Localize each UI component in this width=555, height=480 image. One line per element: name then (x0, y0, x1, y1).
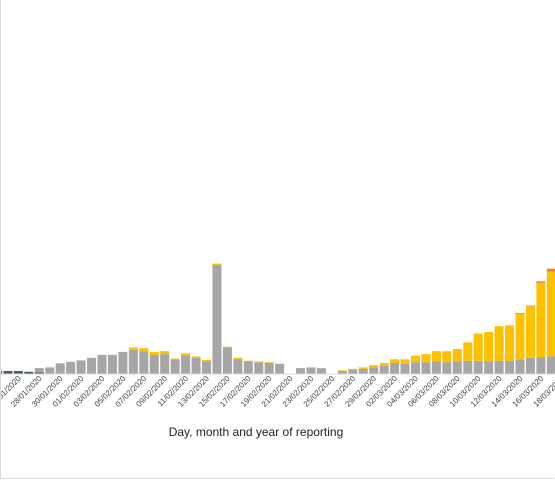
bar-segment (546, 268, 555, 272)
bar-segment (181, 353, 191, 356)
bar-segment (421, 354, 431, 363)
bar-segment (222, 346, 232, 348)
bar-segment (546, 271, 555, 357)
bar-segment (222, 347, 232, 374)
bar-segment (128, 349, 138, 374)
bar-segment (24, 371, 34, 374)
bar-segment (264, 362, 274, 374)
bar-segment (212, 265, 222, 374)
bar-segment (431, 361, 441, 374)
bar-segment (525, 357, 535, 374)
bar-segment (160, 354, 170, 374)
x-tick-label-group: 26/01/202028/01/202030/01/202001/02/2020… (1, 374, 555, 409)
bar-segment (191, 357, 201, 374)
bar-segment (484, 361, 494, 374)
bar-segment (212, 263, 222, 266)
bar-segment (379, 365, 389, 374)
bar-segment (3, 371, 13, 374)
bar-segment (400, 363, 410, 374)
bar-segment (149, 354, 159, 374)
bar-segment (34, 372, 44, 374)
bar-segment (473, 333, 483, 361)
bar-segment (473, 360, 483, 374)
bar-segment (358, 367, 368, 369)
bar-segment (536, 281, 546, 283)
bar-segment (348, 368, 358, 370)
bar-segment (118, 351, 128, 374)
bar-segment (369, 367, 379, 374)
bar-segment (254, 361, 264, 363)
bar-segment (202, 360, 211, 362)
bar-segment (442, 362, 452, 374)
bar-segment (87, 357, 97, 374)
bar-segment (55, 363, 65, 374)
bar-segment (316, 368, 326, 374)
bar-segment (515, 359, 525, 374)
bar-segment (191, 356, 201, 358)
bar-segment (34, 368, 44, 373)
bar-segment (431, 351, 441, 362)
bar-segment (233, 359, 243, 374)
bar-segment (66, 361, 76, 374)
bar-segment (494, 326, 504, 361)
bar-segment (390, 359, 400, 363)
bar-segment (525, 306, 535, 358)
bar-segment (139, 351, 149, 374)
bar-segment (525, 305, 535, 307)
bar-segment (337, 370, 347, 372)
bar-segment (515, 312, 525, 314)
bar-segment (463, 342, 473, 361)
bar-segment (421, 362, 431, 374)
bar-segment (181, 355, 191, 374)
bar-segment (369, 365, 379, 368)
bar-segment (452, 348, 462, 362)
bar-group (1, 263, 555, 374)
bar-segment (243, 360, 253, 362)
bar-segment (442, 351, 452, 363)
bar-segment (296, 368, 306, 374)
x-axis-title: Day, month and year of reporting (168, 425, 344, 439)
bar-segment (484, 332, 494, 362)
bar-segment (275, 363, 285, 374)
bar-segment (379, 362, 389, 366)
bar-segment (400, 359, 410, 364)
bar-segment (494, 360, 504, 374)
bar-segment (536, 282, 546, 358)
bar-segment (170, 358, 180, 360)
bar-segment (45, 367, 55, 374)
bar-segment (348, 369, 358, 374)
bar-segment (160, 351, 170, 355)
bar-segment (411, 355, 420, 363)
bar-segment (1, 371, 2, 374)
bar-segment (264, 362, 274, 363)
bar-segment (76, 360, 86, 374)
bar-segment (13, 371, 23, 374)
bar-segment (505, 325, 515, 361)
bar-segment (128, 347, 138, 350)
bar-segment (170, 359, 180, 374)
bar-segment (139, 348, 149, 352)
bar-segment (546, 356, 555, 374)
bar-segment (536, 357, 546, 374)
bar-segment (233, 357, 243, 360)
bar-segment (463, 360, 473, 374)
bar-segment (411, 362, 420, 374)
bar-segment (515, 313, 525, 360)
bar-segment (452, 361, 462, 374)
bar-segment (97, 354, 107, 374)
bar-segment (390, 362, 400, 374)
bar-segment (505, 360, 515, 374)
bar-segment (243, 361, 253, 374)
bar-segment (358, 368, 368, 374)
bar-segment (306, 367, 316, 374)
bar-segment (202, 361, 211, 374)
bar-segment (337, 371, 347, 374)
bar-segment (107, 354, 117, 374)
bar-segment (254, 362, 264, 374)
bar-segment (149, 351, 159, 355)
